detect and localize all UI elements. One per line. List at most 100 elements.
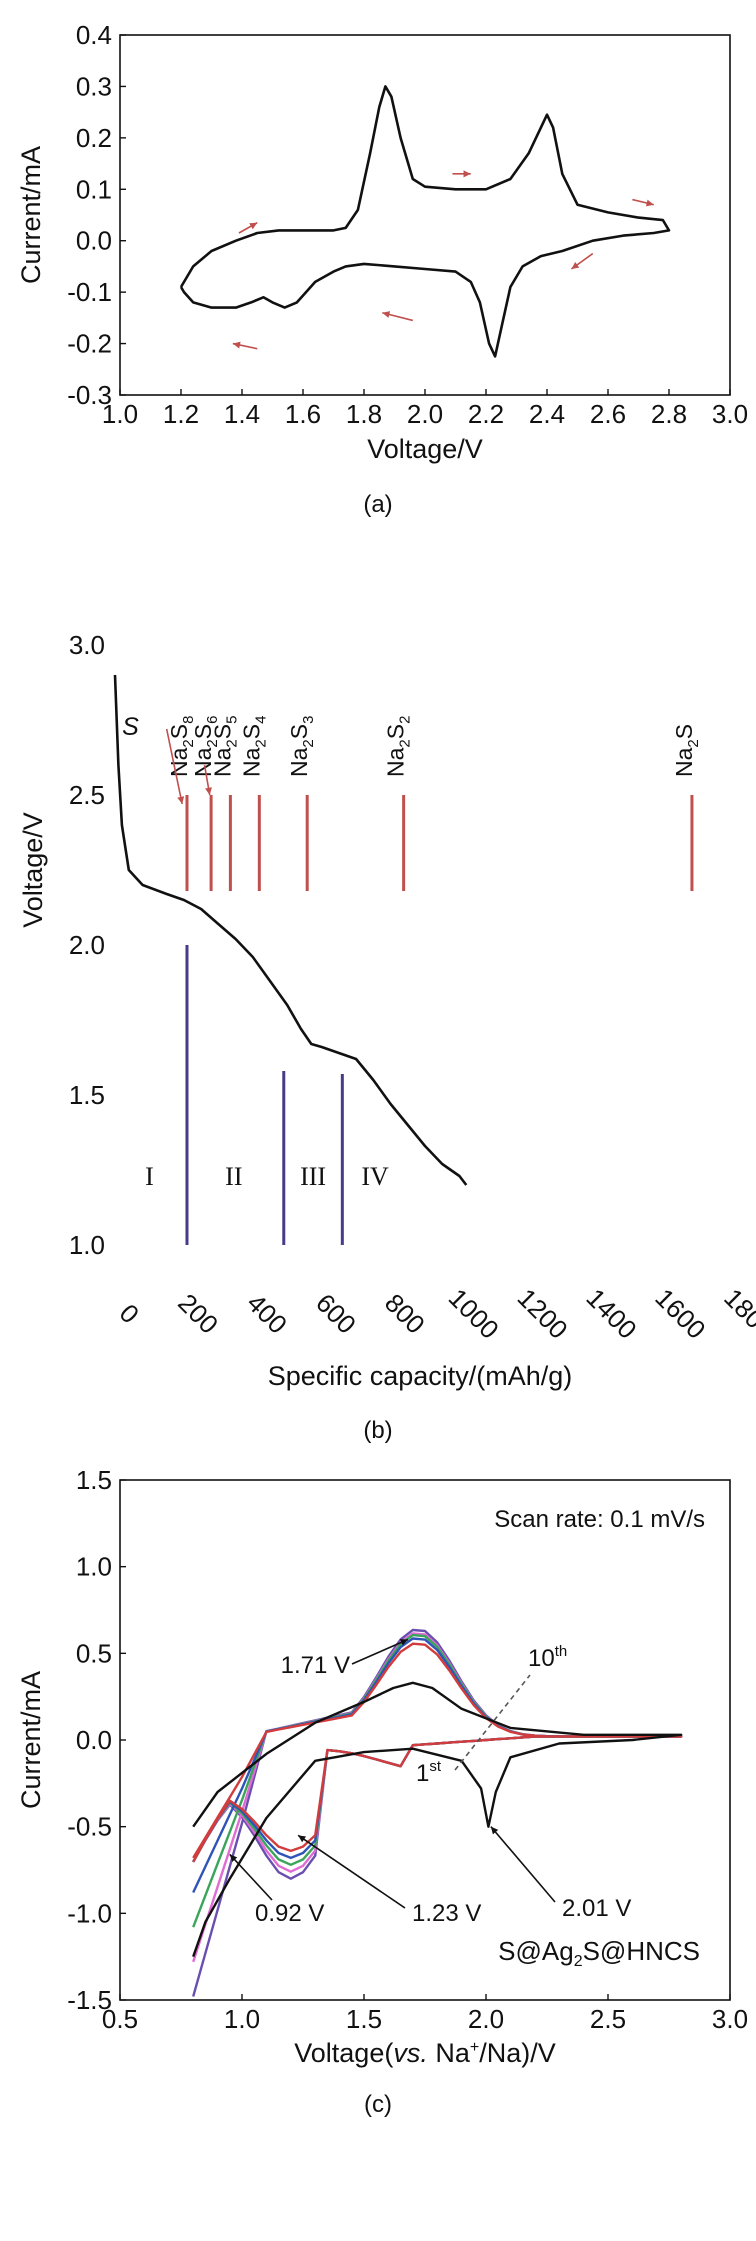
x-tick-label-a: 3.0 (712, 399, 748, 429)
na2s6-arrow-head (205, 787, 212, 795)
y-axis-label-a: Current/mA (16, 146, 46, 284)
sweep-arrow-5 (382, 311, 413, 322)
x-tick-label-b: 1600 (649, 1283, 711, 1345)
sweep-arrow-2 (452, 170, 471, 178)
cycle-trend-dashed-arrow (454, 1674, 531, 1771)
sweep-arrow-4 (570, 252, 594, 270)
y-tick-label-a: -0.1 (67, 277, 112, 307)
x-tick-label-b: 800 (379, 1288, 431, 1340)
y-tick-label-a: 0.2 (76, 123, 112, 153)
panel-label-c: (c) (364, 2091, 392, 2118)
y-tick-label-b: 2.5 (69, 780, 105, 810)
sweep-arrow-1-head (249, 222, 258, 230)
peak-arrow-0.92V-shaft (229, 1853, 273, 1901)
y-tick-label-a: 0.4 (76, 20, 112, 50)
x-tick-label-b: 1800 (718, 1283, 756, 1345)
sulfur-start-label: S (122, 713, 139, 741)
sweep-arrow-1 (238, 222, 258, 234)
y-tick-label-b: 1.0 (69, 1230, 105, 1260)
peak-arrow-1.23V-head (298, 1835, 307, 1843)
x-tick-label-a: 2.6 (590, 399, 626, 429)
x-tick-label-b: 400 (241, 1288, 293, 1340)
peak-arrow-1.71V (351, 1638, 409, 1665)
na2s8-arrow (165, 728, 185, 805)
x-tick-label-b: 1200 (512, 1283, 574, 1345)
region-label-III: III (300, 1162, 326, 1191)
y-tick-label-c: 0.5 (76, 1638, 112, 1668)
peak-label-2.01V: 2.01 V (562, 1895, 631, 1922)
peak-label-1.23V: 1.23 V (412, 1900, 481, 1927)
x-axis-label-a: Voltage/V (367, 434, 483, 464)
label-Na2S2: Na2S2 (383, 716, 414, 777)
sweep-arrow-3-head (645, 199, 654, 207)
y-tick-label-b: 2.0 (69, 930, 105, 960)
peak-arrow-0.92V (229, 1853, 273, 1901)
x-tick-label-a: 1.6 (285, 399, 321, 429)
scan-rate-label: Scan rate: 0.1 mV/s (494, 1506, 705, 1533)
y-tick-label-a: -0.2 (67, 329, 112, 359)
label-Na2S5: Na2S5 (209, 716, 240, 777)
x-tick-label-a: 1.4 (224, 399, 260, 429)
sweep-arrow-6 (232, 341, 258, 350)
peak-arrow-0.92V-head (229, 1854, 238, 1863)
x-tick-label-a: 2.2 (468, 399, 504, 429)
x-tick-label-a: 2.8 (651, 399, 687, 429)
peak-arrow-1.71V-head (399, 1639, 408, 1646)
y-tick-label-c: 1.5 (76, 1465, 112, 1495)
na2s6-arrow (203, 764, 212, 796)
x-tick-label-a: 1.0 (102, 399, 138, 429)
discharge-curve-b (113, 674, 468, 1186)
x-tick-label-c: 1.5 (346, 2004, 382, 2034)
label-Na2S: Na2S (671, 724, 702, 777)
sweep-arrow-6-head (232, 341, 241, 349)
plot-frame-a (119, 34, 731, 396)
y-tick-label-a: -0.3 (67, 380, 112, 410)
y-tick-label-c: -1.5 (67, 1985, 112, 2015)
peak-arrow-1.23V-shaft (297, 1834, 406, 1909)
y-tick-label-a: 0.0 (76, 226, 112, 256)
label-Na2S8: Na2S8 (166, 716, 197, 777)
sweep-arrow-3 (632, 198, 654, 207)
region-label-I: I (145, 1162, 154, 1191)
y-axis-label-c: Current/mA (16, 1671, 46, 1809)
cv-cycle-4th (192, 1633, 683, 1928)
peak-arrow-2.01V (490, 1826, 556, 1903)
peak-arrow-2.01V-shaft (490, 1826, 556, 1903)
sweep-arrow-2-head (463, 170, 471, 178)
x-tick-label-a: 1.2 (163, 399, 199, 429)
label-Na2S3: Na2S3 (286, 716, 317, 777)
y-axis-label-b: Voltage/V (18, 812, 48, 928)
peak-arrow-2.01V-head (490, 1826, 499, 1835)
panel-label-b: (b) (363, 1417, 392, 1444)
peak-label-0.92V: 0.92 V (255, 1900, 324, 1927)
cycle-label-10th: 10th (528, 1643, 567, 1672)
x-tick-label-b: 200 (172, 1288, 224, 1340)
x-tick-label-c: 2.0 (468, 2004, 504, 2034)
x-tick-label-b: 0 (114, 1298, 145, 1329)
y-tick-label-b: 1.5 (69, 1080, 105, 1110)
y-tick-label-c: 1.0 (76, 1552, 112, 1582)
label-Na2S6: Na2S6 (190, 716, 221, 777)
cv-cycle-1st (192, 1681, 683, 1958)
y-tick-label-a: 0.1 (76, 174, 112, 204)
x-tick-label-c: 3.0 (712, 2004, 748, 2034)
x-tick-label-b: 1400 (581, 1283, 643, 1345)
label-Na2S4: Na2S4 (238, 716, 269, 777)
x-tick-label-b: 1000 (443, 1283, 505, 1345)
cv-curve-a (179, 85, 671, 358)
x-tick-label-a: 2.4 (529, 399, 565, 429)
x-tick-label-c: 2.5 (590, 2004, 626, 2034)
x-tick-label-a: 2.0 (407, 399, 443, 429)
sample-label: S@Ag2S@HNCS (498, 1936, 700, 1970)
na2s8-arrow-shaft (165, 728, 183, 805)
x-tick-label-c: 1.0 (224, 2004, 260, 2034)
region-label-II: II (225, 1162, 242, 1191)
panel-label-a: (a) (363, 491, 392, 518)
x-tick-label-c: 0.5 (102, 2004, 138, 2034)
region-label-IV: IV (361, 1162, 389, 1191)
y-tick-label-c: -0.5 (67, 1812, 112, 1842)
x-tick-label-a: 1.8 (346, 399, 382, 429)
peak-arrow-1.23V (297, 1834, 406, 1909)
y-tick-label-b: 3.0 (69, 630, 105, 660)
